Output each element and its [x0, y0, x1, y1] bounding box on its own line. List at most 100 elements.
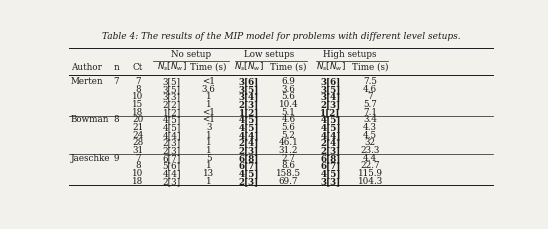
- Text: 6[7]: 6[7]: [321, 161, 341, 170]
- Text: 158.5: 158.5: [276, 169, 301, 178]
- Text: <1: <1: [202, 108, 215, 117]
- Text: 5.1: 5.1: [282, 108, 295, 117]
- Text: 6[8]: 6[8]: [239, 154, 259, 163]
- Text: 4[5]: 4[5]: [320, 169, 341, 178]
- Text: 1: 1: [206, 139, 212, 147]
- Text: 3[5]: 3[5]: [163, 85, 181, 94]
- Text: 3.4: 3.4: [363, 115, 377, 125]
- Text: 2[3]: 2[3]: [163, 177, 181, 186]
- Text: 4.4: 4.4: [363, 154, 377, 163]
- Text: 4[5]: 4[5]: [163, 115, 181, 125]
- Text: 10: 10: [132, 169, 144, 178]
- Text: 8: 8: [135, 161, 140, 170]
- Text: 5.6: 5.6: [282, 93, 295, 101]
- Text: 3: 3: [206, 123, 212, 132]
- Text: 1: 1: [206, 100, 212, 109]
- Text: 3.6: 3.6: [282, 85, 295, 94]
- Text: 3.6: 3.6: [202, 85, 215, 94]
- Text: <1: <1: [202, 115, 215, 125]
- Text: No setup: No setup: [171, 50, 211, 59]
- Text: 2[4]: 2[4]: [321, 139, 341, 147]
- Text: 1[2]: 1[2]: [321, 108, 341, 117]
- Text: Time (s): Time (s): [352, 63, 389, 72]
- Text: 2[3]: 2[3]: [239, 100, 259, 109]
- Text: 4[4]: 4[4]: [320, 131, 341, 140]
- Text: 1[2]: 1[2]: [163, 108, 181, 117]
- Text: 8.6: 8.6: [282, 161, 295, 170]
- Text: 18: 18: [132, 108, 144, 117]
- Text: 23.3: 23.3: [361, 146, 380, 155]
- Text: 3[6]: 3[6]: [321, 77, 341, 86]
- Text: 1: 1: [206, 146, 212, 155]
- Text: 2[3]: 2[3]: [239, 146, 259, 155]
- Text: 5: 5: [206, 154, 212, 163]
- Text: 4[5]: 4[5]: [320, 123, 341, 132]
- Text: 3[5]: 3[5]: [321, 85, 341, 94]
- Text: Low setups: Low setups: [244, 50, 294, 59]
- Text: 1: 1: [206, 161, 212, 170]
- Text: 69.7: 69.7: [279, 177, 298, 186]
- Text: 104.3: 104.3: [357, 177, 383, 186]
- Text: 4[5]: 4[5]: [320, 115, 341, 125]
- Text: 22.7: 22.7: [360, 161, 380, 170]
- Text: 3[5]: 3[5]: [239, 85, 259, 94]
- Text: 32: 32: [364, 139, 375, 147]
- Text: 7.1: 7.1: [363, 108, 377, 117]
- Text: 4[5]: 4[5]: [239, 123, 259, 132]
- Text: 5[6]: 5[6]: [163, 161, 181, 170]
- Text: 10.4: 10.4: [278, 100, 298, 109]
- Text: 3[3]: 3[3]: [163, 93, 181, 101]
- Text: 7: 7: [135, 154, 140, 163]
- Text: 4.6: 4.6: [282, 115, 295, 125]
- Text: 115.9: 115.9: [357, 169, 383, 178]
- Text: 6.9: 6.9: [282, 77, 295, 86]
- Text: 4[5]: 4[5]: [239, 115, 259, 125]
- Text: n: n: [113, 63, 119, 72]
- Text: 4[4]: 4[4]: [162, 169, 181, 178]
- Text: Table 4: The results of the MIP model for problems with different level setups.: Table 4: The results of the MIP model fo…: [101, 32, 460, 41]
- Text: Bowman: Bowman: [71, 115, 109, 125]
- Text: $N_s[N_w]$: $N_s[N_w]$: [157, 61, 187, 74]
- Text: 7.5: 7.5: [363, 77, 377, 86]
- Text: 6[8]: 6[8]: [321, 154, 341, 163]
- Text: Time (s): Time (s): [270, 63, 307, 72]
- Text: 4.6: 4.6: [363, 85, 377, 94]
- Text: 4[4]: 4[4]: [162, 131, 181, 140]
- Text: 8: 8: [135, 85, 140, 94]
- Text: 4[4]: 4[4]: [239, 131, 259, 140]
- Text: 24: 24: [132, 131, 144, 140]
- Text: 2[3]: 2[3]: [239, 177, 259, 186]
- Text: 46.1: 46.1: [278, 139, 298, 147]
- Text: 5.6: 5.6: [282, 123, 295, 132]
- Text: 7: 7: [113, 77, 119, 86]
- Text: 7: 7: [135, 77, 140, 86]
- Text: 31: 31: [132, 146, 143, 155]
- Text: 3[3]: 3[3]: [321, 177, 341, 186]
- Text: 7: 7: [367, 93, 373, 101]
- Text: Time (s): Time (s): [190, 63, 227, 72]
- Text: 2[3]: 2[3]: [321, 100, 341, 109]
- Text: 2[3]: 2[3]: [321, 146, 341, 155]
- Text: 5.7: 5.7: [363, 100, 377, 109]
- Text: 3[4]: 3[4]: [239, 93, 259, 101]
- Text: 13: 13: [203, 169, 214, 178]
- Text: <1: <1: [202, 77, 215, 86]
- Text: 4[5]: 4[5]: [163, 123, 181, 132]
- Text: 1: 1: [206, 131, 212, 140]
- Text: 2[4]: 2[4]: [239, 139, 259, 147]
- Text: 1[2]: 1[2]: [239, 108, 259, 117]
- Text: $N_s[N_w]$: $N_s[N_w]$: [316, 61, 345, 74]
- Text: High setups: High setups: [323, 50, 377, 59]
- Text: 5.2: 5.2: [282, 131, 295, 140]
- Text: 15: 15: [132, 100, 143, 109]
- Text: 9: 9: [113, 154, 119, 163]
- Text: 18: 18: [132, 177, 144, 186]
- Text: 2[3]: 2[3]: [163, 146, 181, 155]
- Text: Jaeschke: Jaeschke: [71, 154, 110, 163]
- Text: 6[7]: 6[7]: [239, 161, 259, 170]
- Text: 2[3]: 2[3]: [163, 139, 181, 147]
- Text: 4.3: 4.3: [363, 123, 377, 132]
- Text: Author: Author: [71, 63, 101, 72]
- Text: 4.5: 4.5: [363, 131, 377, 140]
- Text: 31.2: 31.2: [279, 146, 298, 155]
